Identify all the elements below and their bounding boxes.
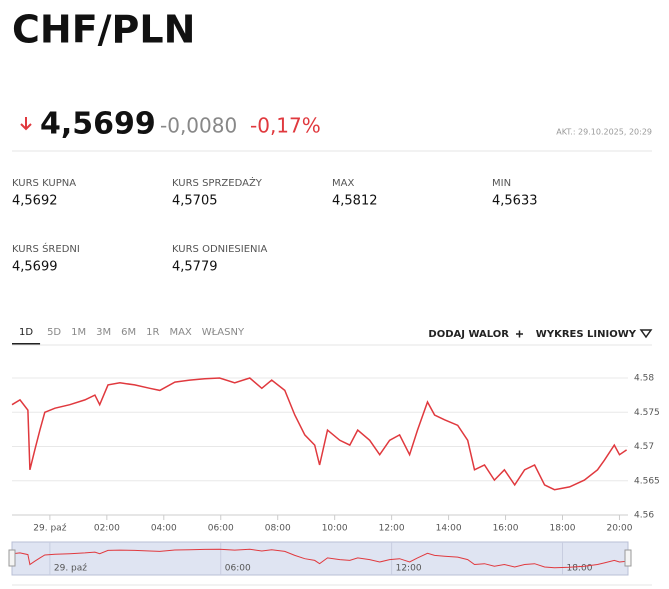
stat-value: 4,5812 <box>332 194 378 209</box>
navigator-label: 06:00 <box>225 564 251 574</box>
stat-value: 4,5705 <box>172 194 218 209</box>
stat-label: KURS KUPNA <box>12 178 76 189</box>
price-line <box>11 377 628 491</box>
x-tick-label: 02:00 <box>94 524 120 534</box>
title: CHF/PLN <box>12 8 195 52</box>
price: 4,5699 <box>40 107 156 142</box>
stat-label: MIN <box>492 178 511 189</box>
navigator-handle[interactable] <box>8 549 16 567</box>
x-tick-label: 29. paź <box>33 524 66 534</box>
y-tick-label: 4.56 <box>634 511 654 521</box>
stat-value: 4,5692 <box>12 194 58 209</box>
tab[interactable]: 6M <box>121 327 136 338</box>
stat-value: 4,5633 <box>492 194 538 209</box>
stat-value: 4,5779 <box>172 260 218 275</box>
chart-type[interactable]: WYKRES LINIOWY <box>536 329 637 340</box>
x-tick-label: 04:00 <box>151 524 177 534</box>
tab[interactable]: WŁASNY <box>202 327 245 338</box>
navigator <box>11 541 629 576</box>
tab[interactable]: 1D <box>19 327 33 338</box>
navigator-label: 18:00 <box>566 564 592 574</box>
dropdown-icon <box>639 329 653 339</box>
tab[interactable]: 1M <box>71 327 86 338</box>
tab[interactable]: 1R <box>146 327 159 338</box>
x-tick-label: 10:00 <box>322 524 348 534</box>
tab[interactable]: 3M <box>96 327 111 338</box>
tab[interactable]: MAX <box>169 327 191 338</box>
x-tick-label: 12:00 <box>379 524 405 534</box>
x-tick-label: 20:00 <box>606 524 632 534</box>
navigator-handle[interactable] <box>624 549 632 567</box>
navigator-label: 29. paź <box>54 564 87 574</box>
add-asset[interactable]: DODAJ WALOR <box>428 329 509 340</box>
stats: KURS KUPNA 4,5692 KURS SPRZEDAŻY 4,5705 MAX 4… <box>12 176 538 275</box>
stat-label: MAX <box>332 178 354 189</box>
plus-icon <box>516 330 523 338</box>
y-tick-label: 4.575 <box>634 408 660 418</box>
down-arrow <box>20 117 32 131</box>
change: -0,0080 <box>160 114 237 138</box>
navigator-line <box>11 548 627 569</box>
y-tick-label: 4.565 <box>634 476 660 486</box>
y-tick-label: 4.57 <box>634 442 654 452</box>
tabs: 1D 5D 1M 3M 6M 1R MAX WŁASNY <box>12 327 245 345</box>
change-pct: -0,17% <box>250 114 321 138</box>
stat-label: KURS SPRZEDAŻY <box>172 176 263 189</box>
stat-label: KURS ODNIESIENIA <box>172 244 267 255</box>
x-tick-label: 06:00 <box>208 524 234 534</box>
chart: 4.56 4.565 4.57 4.575 4.58 29. paź 02:00 04:00 0… <box>8 374 660 576</box>
x-tick-label: 16:00 <box>493 524 519 534</box>
stat-label: KURS ŚREDNI <box>12 242 80 255</box>
navigator-label: 12:00 <box>396 564 422 574</box>
tab[interactable]: 5D <box>47 327 61 338</box>
y-tick-label: 4.58 <box>634 374 654 384</box>
x-tick-label: 08:00 <box>265 524 291 534</box>
x-tick-label: 14:00 <box>436 524 462 534</box>
updated: AKT.: 29.10.2025, 20:29 <box>556 128 652 137</box>
x-tick-label: 18:00 <box>550 524 576 534</box>
stat-value: 4,5699 <box>12 260 58 275</box>
